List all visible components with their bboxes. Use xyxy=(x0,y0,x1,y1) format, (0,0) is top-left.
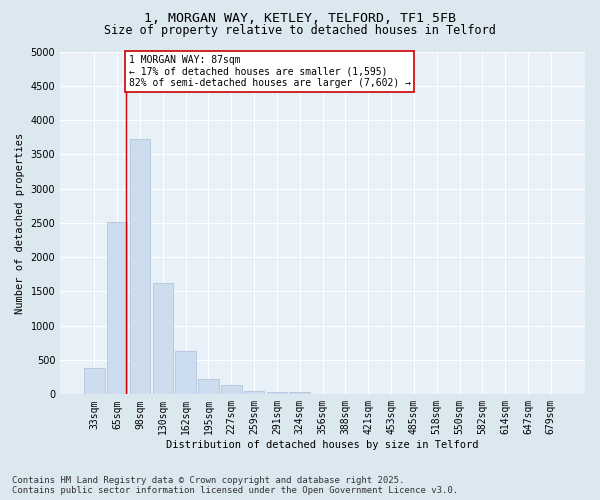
Bar xyxy=(107,222,127,394)
Bar xyxy=(266,392,287,394)
Text: Size of property relative to detached houses in Telford: Size of property relative to detached ho… xyxy=(104,24,496,37)
Bar xyxy=(130,140,150,394)
X-axis label: Distribution of detached houses by size in Telford: Distribution of detached houses by size … xyxy=(166,440,479,450)
Bar xyxy=(244,390,265,394)
Bar xyxy=(198,379,219,394)
Text: 1, MORGAN WAY, KETLEY, TELFORD, TF1 5FB: 1, MORGAN WAY, KETLEY, TELFORD, TF1 5FB xyxy=(144,12,456,26)
Bar xyxy=(175,351,196,395)
Y-axis label: Number of detached properties: Number of detached properties xyxy=(15,132,25,314)
Bar xyxy=(289,392,310,394)
Text: Contains HM Land Registry data © Crown copyright and database right 2025.
Contai: Contains HM Land Registry data © Crown c… xyxy=(12,476,458,495)
Bar xyxy=(84,368,104,394)
Bar xyxy=(152,282,173,395)
Bar xyxy=(221,386,242,394)
Text: 1 MORGAN WAY: 87sqm
← 17% of detached houses are smaller (1,595)
82% of semi-det: 1 MORGAN WAY: 87sqm ← 17% of detached ho… xyxy=(128,55,410,88)
